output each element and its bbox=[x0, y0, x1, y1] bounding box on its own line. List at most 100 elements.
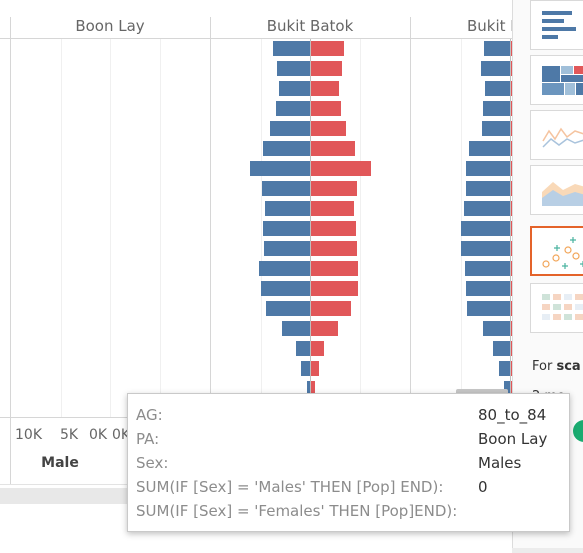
male-bar[interactable] bbox=[301, 361, 310, 376]
female-bar[interactable] bbox=[511, 361, 512, 376]
male-bar[interactable] bbox=[296, 341, 310, 356]
female-bar[interactable] bbox=[511, 261, 512, 276]
male-bar[interactable] bbox=[250, 161, 310, 176]
female-bar[interactable] bbox=[511, 101, 512, 116]
male-bar[interactable] bbox=[465, 261, 510, 276]
line-thumbnail[interactable] bbox=[530, 110, 583, 160]
male-bar[interactable] bbox=[469, 141, 510, 156]
male-bar[interactable] bbox=[307, 381, 310, 396]
tooltip-value: Males bbox=[478, 454, 522, 472]
female-bar[interactable] bbox=[511, 81, 512, 96]
tooltip-value: Boon Lay bbox=[478, 430, 548, 448]
male-bar[interactable] bbox=[499, 361, 510, 376]
male-bar[interactable] bbox=[261, 281, 310, 296]
female-bar[interactable] bbox=[511, 381, 512, 396]
male-bar[interactable] bbox=[270, 121, 310, 136]
female-bar[interactable] bbox=[311, 341, 324, 356]
male-bar[interactable] bbox=[263, 221, 310, 236]
male-bar[interactable] bbox=[466, 161, 510, 176]
male-bar[interactable] bbox=[482, 121, 510, 136]
male-bar[interactable] bbox=[483, 321, 510, 336]
female-bar[interactable] bbox=[311, 201, 354, 216]
tooltip-row-males-sum: SUM(IF [Sex] = 'Males' THEN [Pop] END): … bbox=[136, 478, 566, 500]
male-bar[interactable] bbox=[461, 221, 510, 236]
female-bar[interactable] bbox=[311, 241, 357, 256]
male-bar[interactable] bbox=[277, 61, 310, 76]
female-bar[interactable] bbox=[511, 321, 512, 336]
female-bar[interactable] bbox=[311, 61, 342, 76]
female-bar[interactable] bbox=[311, 141, 355, 156]
male-bar[interactable] bbox=[282, 321, 310, 336]
male-bar[interactable] bbox=[263, 141, 310, 156]
scatter-thumbnail[interactable] bbox=[530, 226, 583, 276]
male-bar[interactable] bbox=[466, 181, 510, 196]
male-bar[interactable] bbox=[467, 301, 510, 316]
pane-header-bukit-m[interactable]: Bukit M bbox=[467, 17, 512, 35]
male-bar[interactable] bbox=[466, 281, 510, 296]
female-bar[interactable] bbox=[511, 301, 512, 316]
female-bar[interactable] bbox=[511, 201, 512, 216]
female-bar[interactable] bbox=[511, 121, 512, 136]
female-bar[interactable] bbox=[511, 161, 512, 176]
female-bar[interactable] bbox=[511, 61, 512, 76]
female-bar[interactable] bbox=[311, 121, 346, 136]
female-bar[interactable] bbox=[311, 381, 315, 396]
area-thumbnail[interactable] bbox=[530, 165, 583, 215]
male-bar[interactable] bbox=[264, 241, 310, 256]
female-bar[interactable] bbox=[511, 281, 512, 296]
female-bar[interactable] bbox=[311, 301, 351, 316]
female-bar[interactable] bbox=[311, 101, 341, 116]
male-bar[interactable] bbox=[265, 201, 310, 216]
gridline bbox=[261, 39, 262, 417]
female-bar[interactable] bbox=[511, 241, 512, 256]
female-bar[interactable] bbox=[311, 81, 339, 96]
female-bar[interactable] bbox=[311, 361, 319, 376]
female-bar[interactable] bbox=[511, 341, 512, 356]
male-bar[interactable] bbox=[485, 81, 510, 96]
male-bar[interactable] bbox=[464, 201, 510, 216]
female-bar[interactable] bbox=[311, 221, 356, 236]
male-bar[interactable] bbox=[481, 61, 510, 76]
horizontal-bars-icon bbox=[542, 11, 576, 39]
pane-divider bbox=[10, 17, 11, 485]
male-bar[interactable] bbox=[276, 101, 310, 116]
female-bar[interactable] bbox=[311, 41, 344, 56]
tooltip-label: PA: bbox=[136, 430, 160, 448]
male-bar[interactable] bbox=[273, 41, 310, 56]
female-bar[interactable] bbox=[511, 41, 512, 56]
tooltip-row-ag: AG: 80_to_84 bbox=[136, 406, 566, 428]
horizontal-bars-thumbnail[interactable] bbox=[530, 0, 583, 50]
female-bar[interactable] bbox=[511, 221, 512, 236]
male-bar[interactable] bbox=[461, 241, 510, 256]
male-bar[interactable] bbox=[483, 101, 510, 116]
pane-header-bukit-batok[interactable]: Bukit Batok bbox=[266, 17, 354, 35]
x-tick-label: 5K bbox=[60, 427, 79, 443]
male-bar[interactable] bbox=[266, 301, 310, 316]
panel-scrollbar[interactable] bbox=[512, 548, 583, 553]
area-chart-icon bbox=[542, 182, 583, 206]
pane-header-boon-lay[interactable]: Boon Lay bbox=[75, 17, 145, 35]
female-bar[interactable] bbox=[511, 181, 512, 196]
male-bar[interactable] bbox=[504, 381, 510, 396]
female-bar[interactable] bbox=[311, 161, 371, 176]
highlight-table-thumbnail[interactable] bbox=[530, 283, 583, 333]
female-bar[interactable] bbox=[311, 281, 358, 296]
tooltip-row-pa: PA: Boon Lay bbox=[136, 430, 566, 452]
male-bar[interactable] bbox=[279, 81, 310, 96]
hint-chart-type: sca bbox=[556, 359, 581, 374]
female-bar[interactable] bbox=[311, 261, 358, 276]
male-bar[interactable] bbox=[493, 341, 510, 356]
x-tick-label: 10K bbox=[15, 427, 42, 443]
pane-divider bbox=[410, 17, 411, 485]
line-chart-icon bbox=[542, 127, 583, 148]
center-axis bbox=[510, 39, 511, 399]
tooltip-value: 80_to_84 bbox=[478, 406, 547, 424]
female-bar[interactable] bbox=[511, 141, 512, 156]
male-bar[interactable] bbox=[484, 41, 510, 56]
treemap-thumbnail[interactable] bbox=[530, 55, 583, 105]
female-bar[interactable] bbox=[311, 181, 357, 196]
female-bar[interactable] bbox=[311, 321, 338, 336]
male-bar[interactable] bbox=[262, 181, 310, 196]
male-bar[interactable] bbox=[259, 261, 310, 276]
tooltip-value: 0 bbox=[478, 478, 488, 496]
